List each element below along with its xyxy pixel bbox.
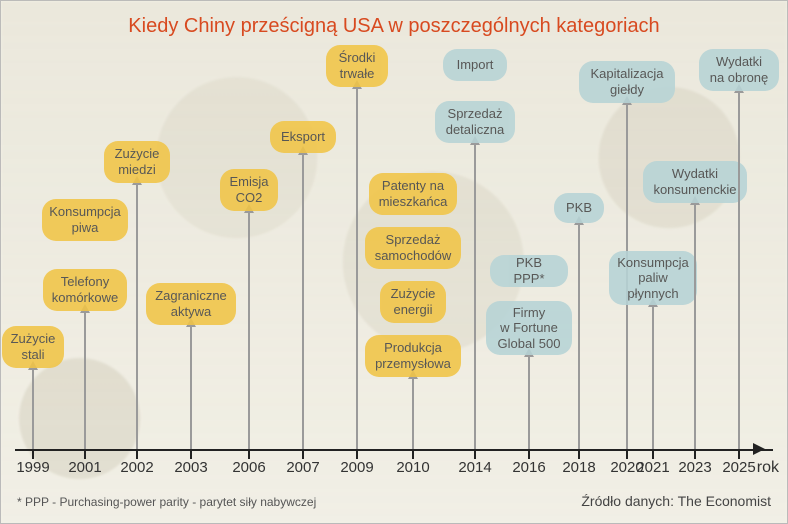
timeline-arrow-icon [528,357,530,449]
data-source: Źródło danych: The Economist [581,493,771,509]
axis-tick [248,449,250,459]
timeline-bubble: Wydatki konsumenckie [643,161,747,203]
axis-label: rok [757,459,779,477]
timeline-bubble: Telefony komórkowe [43,269,127,311]
timeline-bubble: Patenty na mieszkańca [369,173,457,215]
timeline-arrow-icon [136,185,138,449]
axis-tick [626,449,628,459]
axis-tick [474,449,476,459]
axis-tick [738,449,740,459]
timeline-arrow-icon [652,307,654,449]
timeline-arrow-icon [190,327,192,449]
axis-tick-label: 1999 [16,459,49,476]
timeline-arrow-icon [356,89,358,449]
axis-tick-label: 2021 [636,459,669,476]
timeline-axis [15,449,773,451]
timeline-bubble: Firmy w Fortune Global 500 [486,301,572,355]
timeline-arrow-icon [738,93,740,449]
timeline-arrow-icon [578,225,580,449]
timeline-bubble: Sprzedaż samochodów [365,227,461,269]
axis-tick-label: 2016 [512,459,545,476]
axis-tick [412,449,414,459]
axis-tick-label: 2001 [68,459,101,476]
timeline-bubble: Emisja CO2 [220,169,278,211]
timeline-arrow-icon [302,155,304,449]
timeline-bubble: Środki trwałe [326,45,388,87]
timeline-arrow-icon [694,205,696,449]
axis-tick [652,449,654,459]
axis-tick [302,449,304,459]
timeline-arrow-icon [412,379,414,449]
axis-tick [84,449,86,459]
chart-title: Kiedy Chiny prześcigną USA w poszczególn… [1,15,787,38]
timeline-arrow-icon [248,213,250,449]
timeline-bubble: Kapitalizacja giełdy [579,61,675,103]
axis-tick [528,449,530,459]
timeline-arrow-icon [474,145,476,449]
timeline-bubble: Wydatki na obronę [699,49,779,91]
timeline-bubble: Import [443,49,507,81]
axis-tick-label: 2010 [396,459,429,476]
timeline-bubble: Sprzedaż detaliczna [435,101,515,143]
axis-tick-label: 2014 [458,459,491,476]
timeline-bubble: PKB PPP* [490,255,568,287]
axis-tick [694,449,696,459]
axis-tick-label: 2002 [120,459,153,476]
footnote: * PPP - Purchasing-power parity - paryte… [17,495,316,509]
axis-arrowhead-icon [753,443,765,455]
axis-tick-label: 2018 [562,459,595,476]
timeline-bubble: Produkcja przemysłowa [365,335,461,377]
timeline-bubble: Zużycie energii [380,281,446,323]
timeline-bubble: PKB [554,193,604,223]
timeline-bubble: Zużycie stali [2,326,64,368]
axis-tick-label: 2007 [286,459,319,476]
axis-tick [190,449,192,459]
axis-tick [578,449,580,459]
timeline-bubble: Konsumpcja piwa [42,199,128,241]
axis-tick [356,449,358,459]
timeline-bubble: Eksport [270,121,336,153]
axis-tick [32,449,34,459]
timeline-bubble: Konsumpcja paliw płynnych [609,251,697,305]
axis-tick-label: 2023 [678,459,711,476]
timeline-chart: rok1999Zużycie stali2001Konsumpcja piwaT… [15,49,773,453]
axis-tick-label: 2006 [232,459,265,476]
axis-tick-label: 2003 [174,459,207,476]
timeline-bubble: Zużycie miedzi [104,141,170,183]
timeline-arrow-icon [84,313,86,449]
axis-tick-label: 2009 [340,459,373,476]
axis-tick-label: 2025 [722,459,755,476]
axis-tick [136,449,138,459]
timeline-bubble: Zagraniczne aktywa [146,283,236,325]
timeline-arrow-icon [32,370,34,449]
